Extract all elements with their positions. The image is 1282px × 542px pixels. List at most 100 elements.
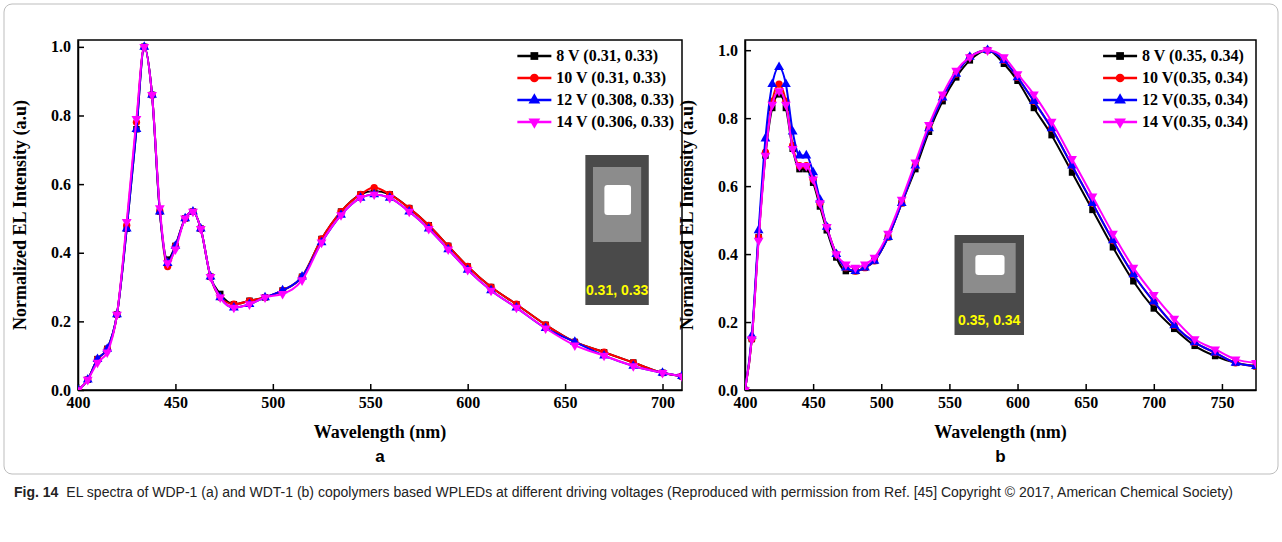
series-marker: [196, 226, 206, 235]
y-tick-label: 0.2: [51, 313, 71, 330]
series-marker: [883, 231, 893, 240]
series-marker: [897, 197, 907, 206]
y-tick-label: 1.0: [51, 38, 71, 55]
series-marker: [1088, 193, 1098, 202]
figure-frame: [4, 4, 1278, 474]
x-tick-mark: [1154, 384, 1156, 390]
series-marker: [924, 122, 934, 131]
x-tick-mark: [273, 384, 275, 390]
series-marker: [801, 163, 811, 172]
legend-item: 14 V(0.35, 0.34): [1103, 113, 1248, 131]
x-axis: 400450500550600650700750: [734, 384, 1257, 411]
series-marker: [1169, 316, 1179, 325]
y-tick: 0.8: [51, 107, 84, 124]
legend-item: 10 V (0.31, 0.33): [517, 69, 666, 87]
series-marker: [1251, 360, 1256, 369]
x-tick: 550: [938, 384, 962, 411]
series-marker: [747, 336, 757, 345]
series-marker: [245, 301, 255, 310]
y-tick: 0.6: [718, 178, 751, 195]
series-marker: [369, 192, 379, 201]
series-line: [745, 50, 1256, 390]
legend-item: 12 V (0.308, 0.33): [517, 91, 674, 109]
photo-light: [604, 185, 631, 215]
y-axis-line: [745, 41, 747, 391]
x-tick-mark: [813, 384, 815, 390]
x-tick-mark: [370, 384, 372, 390]
series-marker: [112, 312, 122, 321]
photo-annotation: 0.35, 0.34: [958, 312, 1020, 328]
series-marker: [910, 160, 920, 169]
legend-label: 14 V (0.306, 0.33): [556, 113, 674, 131]
series-marker: [443, 246, 453, 255]
photo-device: [593, 167, 641, 242]
series-marker: [658, 370, 668, 379]
series-marker: [1149, 292, 1159, 301]
x-tick: 500: [261, 384, 285, 411]
x-axis-title: Wavelength (nm): [934, 422, 1067, 443]
inset-photo: 0.31, 0.33: [585, 155, 648, 305]
caption-label: Fig. 14: [14, 484, 59, 500]
x-tick: 500: [870, 384, 894, 411]
x-tick-mark: [467, 384, 469, 390]
x-tick: 600: [1006, 384, 1030, 411]
y-tick: 0.2: [51, 313, 84, 330]
photo-device: [963, 243, 1016, 293]
series-marker: [93, 360, 103, 369]
series-marker: [155, 205, 165, 214]
series-marker: [404, 209, 414, 218]
photo-light: [975, 255, 1004, 275]
panel-letter: a: [375, 447, 385, 466]
legend-marker: [528, 93, 540, 103]
series-marker: [910, 159, 920, 168]
x-tick-mark: [662, 384, 664, 390]
legend-label: 8 V (0.35, 0.34): [1142, 47, 1244, 65]
series-marker: [278, 291, 288, 300]
y-tick-label: 0.8: [51, 107, 71, 124]
y-axis: 0.00.20.40.60.81.0: [718, 41, 751, 399]
y-tick-mark: [745, 254, 751, 256]
series-marker: [761, 153, 771, 162]
x-tick-label: 500: [261, 394, 285, 411]
legend-marker: [528, 119, 540, 129]
x-tick: 550: [359, 384, 383, 411]
series-marker: [1210, 346, 1220, 355]
legend-item: 14 V (0.306, 0.33): [517, 113, 674, 131]
series-marker: [965, 54, 975, 63]
series-marker: [1190, 336, 1200, 345]
series-marker: [163, 260, 173, 269]
x-tick-label: 650: [1074, 394, 1098, 411]
series-marker: [745, 387, 750, 390]
photo-annotation: 0.31, 0.33: [586, 282, 648, 298]
x-tick-label: 550: [359, 394, 383, 411]
series-marker: [463, 267, 473, 276]
y-axis-line: [78, 41, 80, 391]
series-marker: [215, 295, 225, 304]
series-marker: [147, 92, 157, 101]
legend-marker: [530, 52, 538, 60]
series-marker: [132, 116, 142, 125]
legend-item: 8 V (0.31, 0.33): [517, 47, 658, 65]
series-line: [78, 47, 682, 390]
y-tick-label: 0.2: [718, 314, 738, 331]
photo-background: [585, 155, 648, 305]
x-tick-mark: [565, 384, 567, 390]
legend-marker: [530, 74, 539, 83]
x-tick-mark: [1017, 384, 1019, 390]
x-tick: 650: [554, 384, 578, 411]
series-marker: [774, 88, 784, 97]
series-marker: [677, 373, 682, 382]
series-marker: [761, 133, 771, 142]
x-axis-line: [746, 390, 1257, 392]
series-marker: [938, 92, 948, 101]
series-marker: [781, 102, 791, 111]
x-tick: 750: [1210, 384, 1234, 411]
y-tick: 0.8: [718, 110, 751, 127]
x-tick-label: 550: [938, 394, 962, 411]
x-tick-mark: [1222, 384, 1224, 390]
legend-item: 8 V (0.35, 0.34): [1103, 47, 1244, 65]
series-marker: [774, 61, 784, 70]
series-marker: [897, 197, 907, 206]
series-marker: [983, 47, 993, 56]
series-marker: [924, 123, 934, 132]
